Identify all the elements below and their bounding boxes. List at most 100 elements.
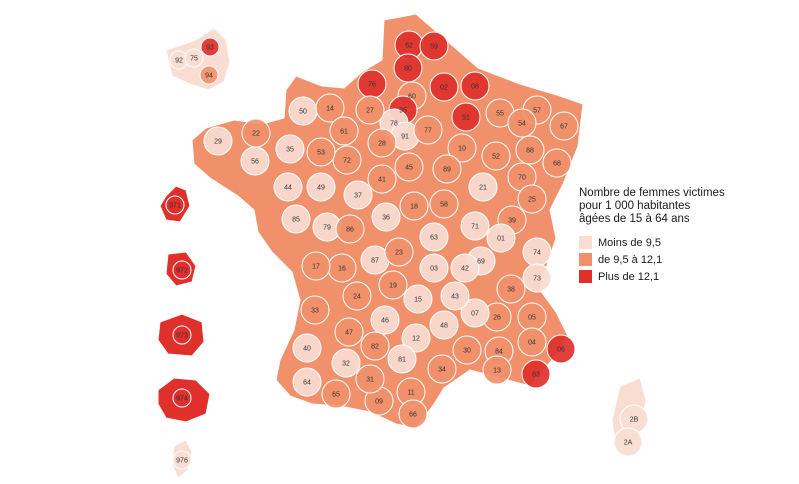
department-code-60: 60 bbox=[408, 94, 416, 101]
department-88 bbox=[515, 135, 545, 165]
department-markers bbox=[157, 27, 649, 479]
department-41 bbox=[367, 164, 397, 194]
department-code-91: 91 bbox=[401, 134, 409, 141]
department-code-35: 35 bbox=[286, 147, 294, 154]
department-code-02: 02 bbox=[440, 85, 448, 92]
department-code-27: 27 bbox=[366, 108, 374, 115]
department-code-18: 18 bbox=[410, 204, 418, 211]
department-code-55: 55 bbox=[496, 111, 504, 118]
department-13 bbox=[482, 355, 512, 385]
department-89 bbox=[432, 154, 462, 184]
department-77 bbox=[413, 115, 443, 145]
department-code-15: 15 bbox=[414, 297, 422, 304]
department-47 bbox=[334, 317, 364, 347]
department-21 bbox=[468, 172, 498, 202]
department-code-76: 76 bbox=[368, 82, 376, 89]
department-23 bbox=[384, 237, 414, 267]
department-code-26: 26 bbox=[493, 315, 501, 322]
department-code-51: 51 bbox=[462, 115, 470, 122]
department-code-49: 49 bbox=[317, 185, 325, 192]
department-code-08: 08 bbox=[471, 84, 479, 91]
legend-title-line-3: âgées de 15 à 64 ans bbox=[579, 213, 690, 225]
department-code-11: 11 bbox=[407, 390, 414, 397]
department-code-77: 77 bbox=[424, 128, 432, 135]
department-code-81: 81 bbox=[398, 357, 406, 364]
department-code-57: 57 bbox=[533, 108, 541, 115]
legend-label-low: Moins de 9,5 bbox=[598, 236, 661, 249]
legend-title-line-1: Nombre de femmes victimes bbox=[579, 187, 725, 199]
department-code-23: 23 bbox=[395, 250, 403, 257]
department-code-67: 67 bbox=[560, 124, 568, 131]
department-85 bbox=[281, 204, 311, 234]
department-75 bbox=[184, 48, 204, 68]
department-code-64: 64 bbox=[303, 380, 311, 387]
department-73 bbox=[522, 263, 552, 293]
department-code-84: 84 bbox=[495, 349, 503, 356]
department-06 bbox=[546, 334, 576, 364]
department-code-03: 03 bbox=[430, 266, 438, 273]
department-code-56: 56 bbox=[251, 159, 259, 166]
department-54 bbox=[507, 108, 537, 138]
department-81 bbox=[387, 344, 417, 374]
department-code-65: 65 bbox=[332, 392, 340, 399]
legend-swatch-high bbox=[579, 270, 592, 283]
department-code-50: 50 bbox=[299, 109, 307, 116]
department-code-83: 83 bbox=[532, 372, 540, 379]
department-code-973: 973 bbox=[176, 333, 188, 340]
department-code-14: 14 bbox=[326, 106, 334, 113]
department-code-78: 78 bbox=[390, 121, 398, 128]
department-code-37: 37 bbox=[354, 193, 362, 200]
department-49 bbox=[306, 172, 336, 202]
department-48 bbox=[429, 310, 459, 340]
department-33 bbox=[300, 295, 330, 325]
department-03 bbox=[419, 253, 449, 283]
department-code-75: 75 bbox=[190, 56, 198, 63]
department-71 bbox=[460, 211, 490, 241]
department-code-33: 33 bbox=[311, 308, 319, 315]
department-61 bbox=[329, 116, 359, 146]
department-25 bbox=[517, 184, 547, 214]
legend-row-high: Plus de 12,1 bbox=[579, 268, 789, 285]
department-code-21: 21 bbox=[479, 185, 487, 192]
legend: Nombre de femmes victimes pour 1 000 hab… bbox=[579, 187, 789, 285]
department-82 bbox=[360, 331, 390, 361]
department-code-88: 88 bbox=[526, 148, 534, 155]
department-code-93: 93 bbox=[206, 45, 214, 52]
department-code-30: 30 bbox=[463, 348, 471, 355]
department-19 bbox=[378, 270, 408, 300]
department-04 bbox=[517, 327, 547, 357]
department-code-974: 974 bbox=[176, 396, 188, 403]
department-code-62: 62 bbox=[405, 43, 413, 50]
department-22 bbox=[241, 118, 271, 148]
department-18 bbox=[399, 191, 429, 221]
department-code-85: 85 bbox=[292, 217, 300, 224]
department-code-39: 39 bbox=[508, 218, 516, 225]
department-37 bbox=[343, 180, 373, 210]
department-code-19: 19 bbox=[389, 283, 397, 290]
department-code-92: 92 bbox=[175, 58, 183, 65]
department-code-24: 24 bbox=[353, 294, 361, 301]
department-code-04: 04 bbox=[528, 340, 536, 347]
department-code-12: 12 bbox=[412, 336, 420, 343]
department-code-42: 42 bbox=[461, 266, 469, 273]
department-45 bbox=[394, 152, 424, 182]
department-976 bbox=[172, 450, 192, 470]
department-53 bbox=[306, 137, 336, 167]
department-code-44: 44 bbox=[284, 185, 292, 192]
department-08 bbox=[460, 71, 490, 101]
department-code-54: 54 bbox=[518, 121, 526, 128]
department-code-45: 45 bbox=[405, 165, 413, 172]
department-code-72: 72 bbox=[343, 158, 351, 165]
department-code-2A: 2A bbox=[624, 440, 633, 447]
legend-label-high: Plus de 12,1 bbox=[598, 270, 660, 283]
department-28 bbox=[367, 128, 397, 158]
legend-title: Nombre de femmes victimes pour 1 000 hab… bbox=[579, 187, 789, 226]
department-code-95: 95 bbox=[399, 108, 407, 115]
legend-row-mid: de 9,5 à 12,1 bbox=[579, 251, 789, 268]
department-code-2B: 2B bbox=[630, 417, 639, 424]
department-code-94: 94 bbox=[205, 73, 213, 80]
department-code-34: 34 bbox=[438, 367, 446, 374]
department-code-52: 52 bbox=[492, 154, 500, 161]
